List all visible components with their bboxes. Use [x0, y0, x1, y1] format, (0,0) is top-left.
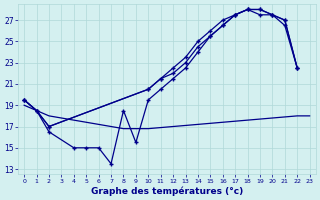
X-axis label: Graphe des températures (°c): Graphe des températures (°c) — [91, 186, 243, 196]
